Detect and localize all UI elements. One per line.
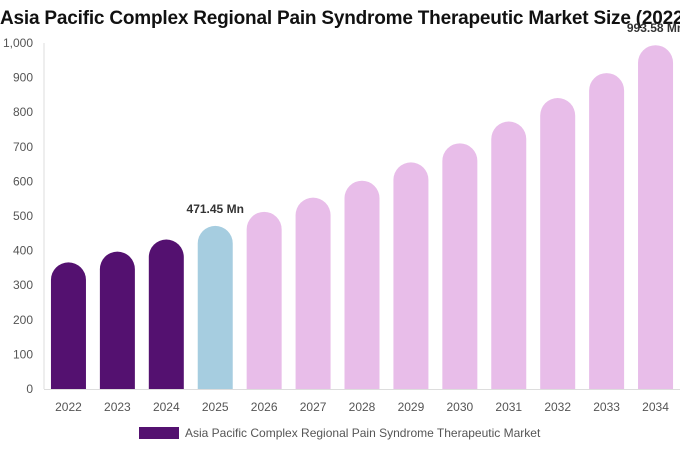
- x-tick-label: 2031: [495, 400, 522, 414]
- x-tick-label: 2032: [544, 400, 571, 414]
- y-tick-label: 900: [13, 71, 33, 85]
- x-tick-label: 2024: [153, 400, 180, 414]
- legend-swatch: [139, 427, 179, 439]
- y-tick-label: 0: [26, 382, 33, 396]
- x-tick-label: 2027: [300, 400, 327, 414]
- x-tick-label: 2022: [55, 400, 82, 414]
- legend[interactable]: Asia Pacific Complex Regional Pain Syndr…: [139, 425, 540, 441]
- x-tick-label: 2023: [104, 400, 131, 414]
- bar-2026[interactable]: [246, 211, 282, 389]
- bar-2027[interactable]: [295, 197, 331, 389]
- y-tick-label: 700: [13, 140, 33, 154]
- y-tick-label: 500: [13, 209, 33, 223]
- y-tick-label: 400: [13, 244, 33, 258]
- x-tick-label: 2030: [446, 400, 473, 414]
- y-tick-label: 600: [13, 174, 33, 188]
- x-tick-label: 2033: [593, 400, 620, 414]
- x-tick-label: 2034: [642, 400, 669, 414]
- x-tick-label: 2029: [398, 400, 425, 414]
- bar-2025[interactable]: [197, 225, 233, 389]
- bar-2031[interactable]: [491, 121, 527, 390]
- bar-2022[interactable]: [50, 262, 86, 389]
- bar-2034[interactable]: [638, 45, 674, 390]
- x-tick-label: 2028: [349, 400, 376, 414]
- bars: [50, 45, 674, 390]
- chart-title: Asia Pacific Complex Regional Pain Syndr…: [0, 8, 680, 29]
- data-label-2034: 993.58 Mn: [627, 21, 680, 35]
- x-axis: 2022 2023 2024 2025 2026 2027 2028 2029 2030 2031…: [44, 389, 680, 414]
- y-tick-label: 300: [13, 278, 33, 292]
- x-tick-label: 2025: [202, 400, 229, 414]
- bar-2028[interactable]: [344, 180, 380, 389]
- bar-2033[interactable]: [589, 73, 625, 390]
- bar-2023[interactable]: [99, 251, 135, 389]
- y-axis: 0 100 200 300 400 500 600 700 800 900 1,000: [3, 36, 45, 396]
- bar-2029[interactable]: [393, 162, 429, 389]
- data-labels: 471.45 Mn 993.58 Mn: [187, 21, 680, 216]
- data-label-2025: 471.45 Mn: [187, 202, 244, 216]
- y-tick-label: 100: [13, 347, 33, 361]
- y-tick-label: 1,000: [3, 36, 33, 50]
- legend-label: Asia Pacific Complex Regional Pain Syndr…: [185, 426, 541, 440]
- bar-2032[interactable]: [540, 98, 576, 389]
- x-tick-label: 2026: [251, 400, 278, 414]
- y-tick-label: 800: [13, 105, 33, 119]
- bar-2024[interactable]: [148, 239, 184, 389]
- y-tick-label: 200: [13, 313, 33, 327]
- bar-2030[interactable]: [442, 143, 478, 389]
